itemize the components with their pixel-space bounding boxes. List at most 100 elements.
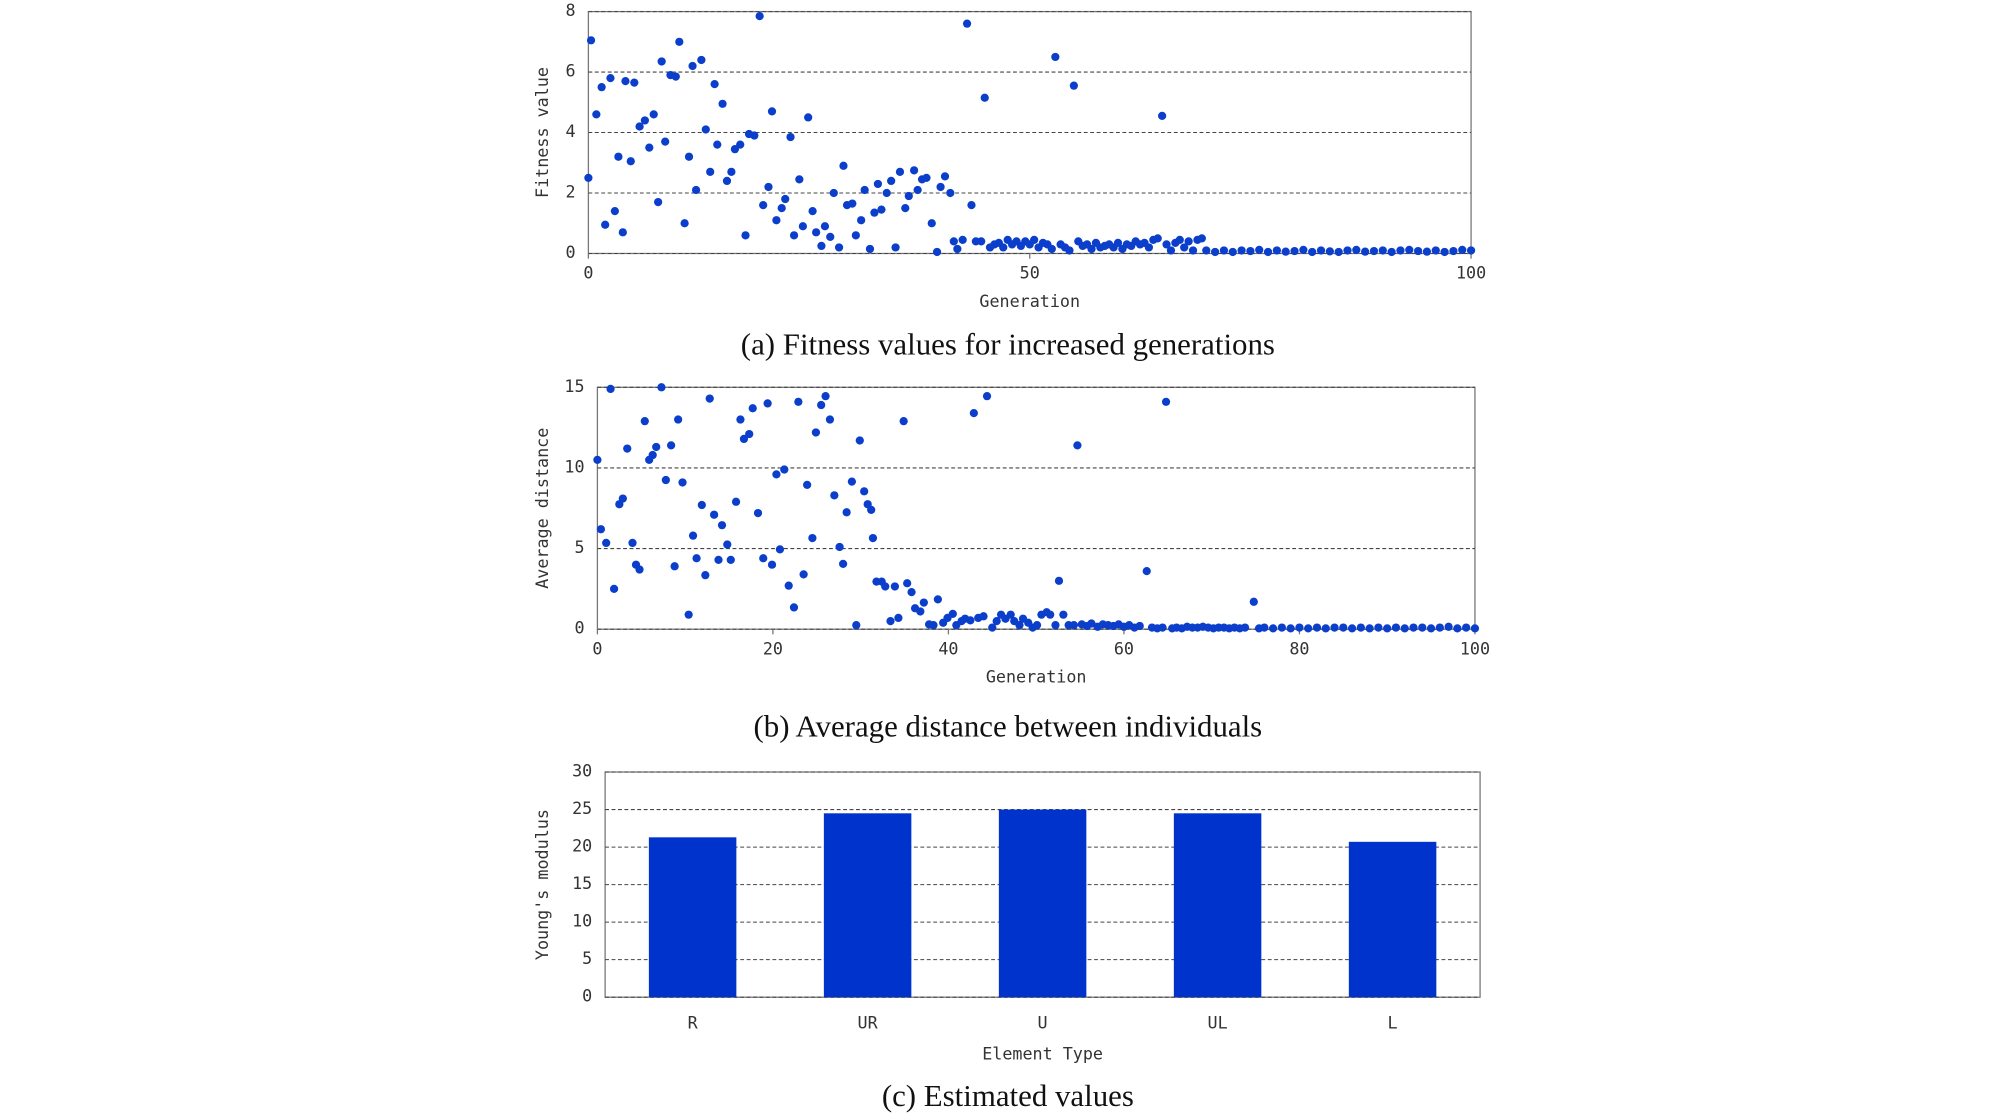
point [713, 140, 722, 149]
point [626, 157, 635, 166]
point [781, 194, 790, 204]
point [946, 188, 955, 198]
point [701, 125, 710, 134]
point [929, 621, 938, 630]
x-tick-label: 20 [763, 638, 783, 658]
point [661, 137, 670, 146]
point [980, 93, 989, 102]
point [786, 132, 795, 142]
point [820, 222, 830, 231]
point [927, 219, 936, 228]
point [1418, 623, 1427, 632]
point [799, 570, 808, 579]
point [933, 595, 943, 604]
point [852, 621, 861, 630]
y-axis-title: Fitness value [532, 67, 552, 198]
point [767, 560, 777, 569]
point [635, 122, 644, 131]
x-tick-label: 80 [1289, 638, 1309, 658]
point [652, 442, 661, 452]
point [966, 616, 975, 625]
point [1087, 619, 1096, 628]
point [1383, 624, 1392, 633]
point [1378, 246, 1387, 255]
point [795, 175, 804, 184]
x-tick-label: 0 [583, 263, 593, 283]
point [886, 617, 895, 626]
point [1272, 246, 1282, 255]
point [1466, 246, 1476, 255]
point [753, 508, 763, 518]
point [623, 444, 632, 453]
point [825, 415, 835, 424]
point [890, 582, 900, 591]
point [621, 77, 630, 86]
point [736, 415, 745, 424]
point [891, 243, 900, 252]
point [1032, 621, 1042, 630]
point [780, 465, 789, 474]
point [717, 521, 727, 530]
point [606, 384, 615, 394]
point [1158, 111, 1167, 121]
point [1308, 247, 1317, 257]
x-tick-label: 100 [1456, 263, 1486, 283]
point [1413, 246, 1423, 256]
point [654, 197, 663, 207]
point [901, 204, 910, 213]
point [1051, 52, 1060, 62]
x-tick-label: U [1038, 1013, 1048, 1033]
point [657, 57, 666, 66]
point [1263, 247, 1273, 257]
point [597, 83, 606, 92]
point [1286, 624, 1295, 633]
point [958, 235, 967, 244]
point [868, 533, 878, 543]
point [826, 232, 835, 241]
point [640, 116, 650, 125]
point [873, 179, 883, 189]
point [1166, 246, 1176, 255]
point [1449, 246, 1458, 256]
point [967, 200, 976, 210]
point [835, 542, 844, 552]
point [798, 222, 808, 231]
x-tick-label: 50 [1020, 263, 1040, 283]
point [1369, 246, 1379, 256]
point [808, 533, 817, 543]
point [1260, 623, 1269, 632]
point [630, 78, 639, 87]
point [739, 434, 749, 444]
point [661, 475, 670, 485]
point [1142, 567, 1151, 576]
point [745, 429, 754, 439]
point [606, 73, 615, 83]
point [847, 477, 857, 486]
point [1444, 622, 1453, 631]
point [784, 581, 793, 590]
point [962, 19, 972, 28]
point [596, 525, 606, 534]
y-tick-label: 10 [564, 456, 584, 476]
point [821, 392, 830, 401]
point [919, 598, 928, 607]
point [1175, 235, 1184, 244]
y-tick-label: 5 [582, 948, 592, 968]
point [666, 441, 676, 450]
point [697, 55, 706, 65]
point [1158, 623, 1167, 632]
point [1339, 623, 1348, 632]
point [592, 110, 601, 119]
y-tick-label: 5 [574, 537, 584, 557]
point [909, 166, 919, 175]
point [601, 220, 610, 229]
point [860, 185, 869, 195]
point [701, 571, 710, 580]
point [1046, 610, 1055, 619]
point [1069, 81, 1078, 90]
y-tick-label: 15 [572, 873, 592, 893]
x-axis-title: Generation [979, 291, 1080, 311]
bar [1348, 841, 1437, 998]
point [988, 623, 997, 632]
point [913, 185, 922, 195]
